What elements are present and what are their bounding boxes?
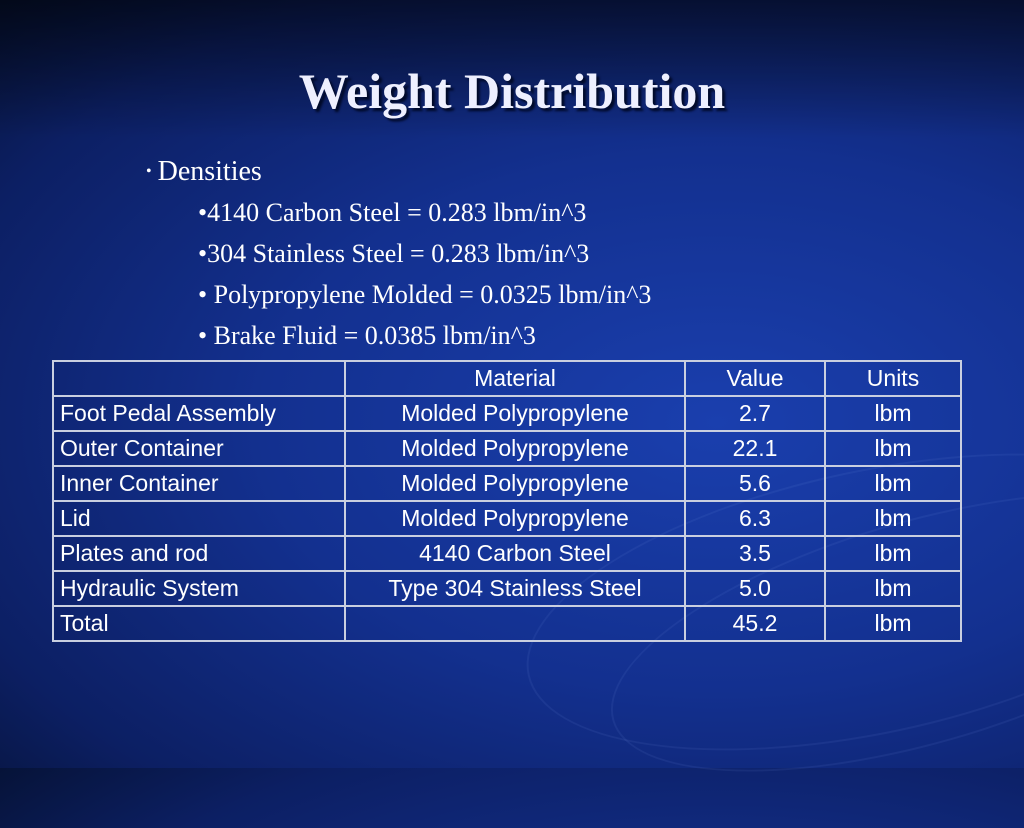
- cell-component: Lid: [52, 500, 346, 537]
- cell-component: Plates and rod: [52, 535, 346, 572]
- table-header-row: Material Value Units: [52, 360, 962, 397]
- header-cell-material: Material: [344, 360, 686, 397]
- cell-component: Foot Pedal Assembly: [52, 395, 346, 432]
- cell-units: lbm: [824, 395, 962, 432]
- cell-material: [344, 605, 686, 642]
- table-row: Plates and rod 4140 Carbon Steel 3.5 lbm: [52, 535, 962, 572]
- cell-material: Molded Polypropylene: [344, 500, 686, 537]
- cell-material: Molded Polypropylene: [344, 465, 686, 502]
- bullet-list: • Densities •4140 Carbon Steel = 0.283 l…: [146, 152, 651, 356]
- sub-bullet-brake-fluid: • Brake Fluid = 0.0385 lbm/in^3: [198, 321, 536, 350]
- cell-units: lbm: [824, 570, 962, 607]
- table-row: Foot Pedal Assembly Molded Polypropylene…: [52, 395, 962, 432]
- cell-units: lbm: [824, 605, 962, 642]
- bullet-densities: • Densities: [146, 152, 651, 192]
- header-cell-value: Value: [684, 360, 826, 397]
- cell-units: lbm: [824, 465, 962, 502]
- cell-material: 4140 Carbon Steel: [344, 535, 686, 572]
- cell-units: lbm: [824, 535, 962, 572]
- cell-component: Outer Container: [52, 430, 346, 467]
- cell-units: lbm: [824, 500, 962, 537]
- table-row: Inner Container Molded Polypropylene 5.6…: [52, 465, 962, 502]
- sub-bullet-carbon-steel: •4140 Carbon Steel = 0.283 lbm/in^3: [198, 198, 587, 227]
- table-row-total: Total 45.2 lbm: [52, 605, 962, 642]
- cell-material: Molded Polypropylene: [344, 430, 686, 467]
- sub-bullet-polypropylene: • Polypropylene Molded = 0.0325 lbm/in^3: [198, 280, 652, 309]
- cell-material: Molded Polypropylene: [344, 395, 686, 432]
- cell-component: Total: [52, 605, 346, 642]
- header-cell-units: Units: [824, 360, 962, 397]
- cell-material: Type 304 Stainless Steel: [344, 570, 686, 607]
- weight-table: Material Value Units Foot Pedal Assembly…: [52, 360, 962, 642]
- bullet-dot-icon: •: [146, 163, 152, 180]
- cell-value: 45.2: [684, 605, 826, 642]
- cell-value: 2.7: [684, 395, 826, 432]
- cell-value: 5.6: [684, 465, 826, 502]
- cell-value: 22.1: [684, 430, 826, 467]
- cell-component: Inner Container: [52, 465, 346, 502]
- header-cell-component: [52, 360, 346, 397]
- cell-value: 3.5: [684, 535, 826, 572]
- cell-value: 6.3: [684, 500, 826, 537]
- sub-bullet-stainless-steel: •304 Stainless Steel = 0.283 lbm/in^3: [198, 239, 590, 268]
- table-row: Outer Container Molded Polypropylene 22.…: [52, 430, 962, 467]
- cell-value: 5.0: [684, 570, 826, 607]
- bullet-label: Densities: [157, 156, 262, 187]
- table-row: Hydraulic System Type 304 Stainless Stee…: [52, 570, 962, 607]
- cell-units: lbm: [824, 430, 962, 467]
- cell-component: Hydraulic System: [52, 570, 346, 607]
- slide-title: Weight Distribution: [298, 63, 726, 119]
- table-row: Lid Molded Polypropylene 6.3 lbm: [52, 500, 962, 537]
